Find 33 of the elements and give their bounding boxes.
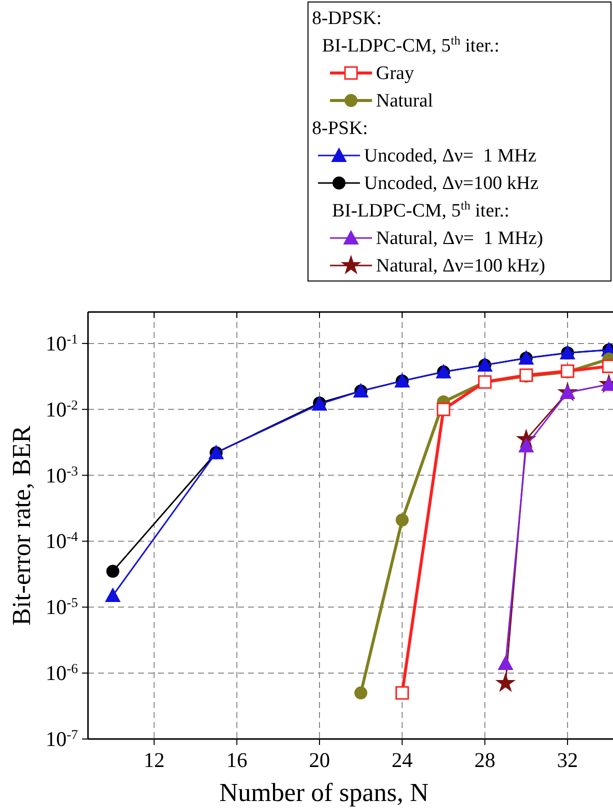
point — [106, 564, 120, 578]
legend-label: Uncoded, Δν= 1 MHz — [364, 146, 536, 166]
point — [396, 513, 409, 526]
y-tick-label: 10$^{-6}$ — [46, 660, 78, 686]
legend-label: Uncoded, Δν=100 kHz — [364, 173, 539, 194]
y-tick-label: 10$^{-4}$ — [46, 528, 78, 554]
text: BI-LDPC-CM, 5$^{th}$ iter.: — [332, 198, 510, 222]
point — [495, 672, 516, 692]
x-tick-label: 24 — [392, 748, 414, 772]
legend-label: Natural — [376, 90, 433, 112]
y-tick-label: 10$^{-5}$ — [46, 594, 78, 620]
point — [395, 686, 409, 700]
point — [105, 588, 120, 602]
y-axis-title: Bit-error rate, BER — [7, 424, 36, 626]
legend-label: Gray — [376, 63, 414, 84]
point — [354, 686, 368, 700]
x-tick-label: 16 — [226, 748, 248, 772]
text: 8-DPSK: — [312, 8, 382, 29]
point — [498, 656, 514, 670]
point — [436, 402, 450, 416]
legend-label: Natural, Δν= 1 MHz) — [376, 228, 544, 249]
x-tick-label: 28 — [474, 748, 496, 772]
x-tick-label: 32 — [557, 748, 578, 772]
x-tick-label: 12 — [144, 748, 165, 772]
legend-label: Natural, Δν=100 kHz) — [376, 256, 546, 276]
y-tick-label: 10$^{-2}$ — [46, 396, 78, 422]
y-tick-label: 10$^{-1}$ — [46, 330, 78, 356]
text: BI-LDPC-CM, 5$^{th}$ iter.: — [322, 34, 500, 56]
x-tick-label: 20 — [308, 748, 330, 772]
x-axis-title: Number of spans, N — [219, 778, 429, 807]
y-tick-label: 10$^{-7}$ — [46, 726, 78, 751]
y-tick-label: 10$^{-3}$ — [46, 462, 78, 488]
text: 8-PSK: — [312, 118, 368, 139]
